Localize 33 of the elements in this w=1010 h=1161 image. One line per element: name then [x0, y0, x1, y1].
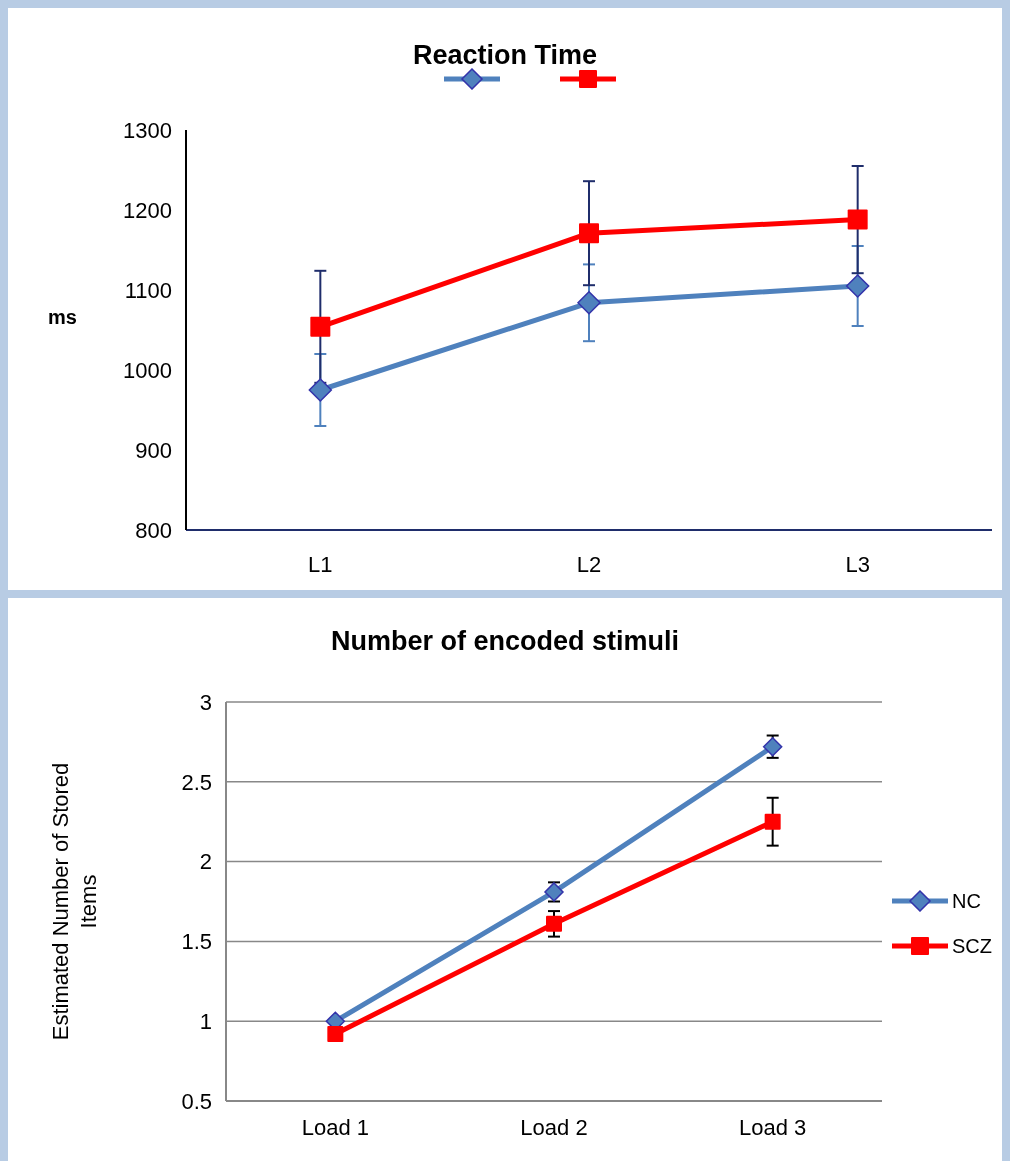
point: [327, 1025, 344, 1042]
point: [546, 915, 562, 932]
x-tick-label: L1: [308, 551, 333, 577]
point: [577, 291, 601, 315]
point: [845, 274, 870, 298]
y-tick-label: 2: [199, 849, 212, 875]
point: [579, 223, 599, 244]
legend-label: NC: [952, 889, 981, 913]
y-tick-label: 800: [135, 517, 172, 543]
point: [764, 813, 781, 830]
y-tick-label: 1000: [123, 357, 172, 383]
x-tick-label: Load 2: [520, 1114, 588, 1140]
point: [308, 378, 333, 402]
x-tick-label: Load 3: [739, 1114, 807, 1140]
y-axis-title: Estimated Number of Stored Items: [48, 762, 101, 1041]
chart-title: Number of encoded stimuli: [329, 625, 680, 658]
point: [847, 209, 868, 230]
y-tick-label: 900: [135, 437, 172, 463]
legend-label: SCZ: [952, 934, 992, 958]
y-tick-label: 3: [199, 689, 212, 715]
x-tick-label: L3: [845, 551, 870, 577]
chart-title: Reaction Time: [411, 39, 599, 72]
y-tick-label: 0.5: [181, 1088, 212, 1114]
x-tick-label: Load 1: [301, 1114, 369, 1140]
y-tick-label: 1.5: [181, 929, 212, 955]
y-tick-label: 1200: [123, 197, 172, 223]
y-tick-label: 2.5: [181, 769, 212, 795]
y-tick-label: 1300: [123, 117, 172, 143]
y-tick-label: 1100: [124, 277, 172, 303]
x-tick-label: L2: [576, 551, 602, 577]
y-tick-label: 1: [199, 1009, 212, 1035]
y-axis-title: ms: [48, 306, 77, 328]
point: [310, 316, 331, 337]
